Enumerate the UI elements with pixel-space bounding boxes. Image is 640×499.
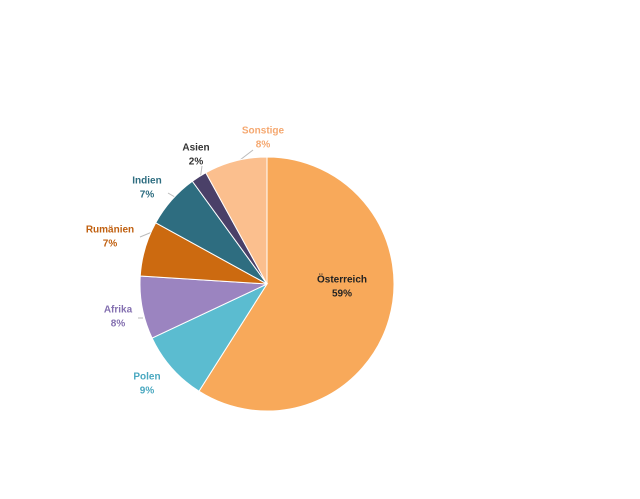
- slice-value-label: 8%: [111, 319, 126, 330]
- slice-value-label: 2%: [189, 157, 204, 168]
- slice-value-label: 8%: [256, 140, 271, 151]
- slice-label: Österreich: [317, 273, 367, 286]
- slice-label: Rumänien: [86, 225, 134, 236]
- slice-value-label: 59%: [332, 289, 352, 300]
- slice-label: Sonstige: [242, 126, 285, 137]
- slice-label: Indien: [132, 176, 161, 187]
- slice-value-label: 7%: [103, 239, 118, 250]
- slice-label: Afrika: [104, 305, 133, 316]
- pie-slice: [198, 156, 395, 412]
- slice-label: Polen: [133, 372, 160, 383]
- slice-value-label: 7%: [140, 190, 155, 201]
- leader-line: [239, 149, 254, 161]
- pie-slice: [205, 156, 268, 285]
- slice-label: Asien: [182, 143, 209, 154]
- slice-value-label: 9%: [140, 386, 155, 397]
